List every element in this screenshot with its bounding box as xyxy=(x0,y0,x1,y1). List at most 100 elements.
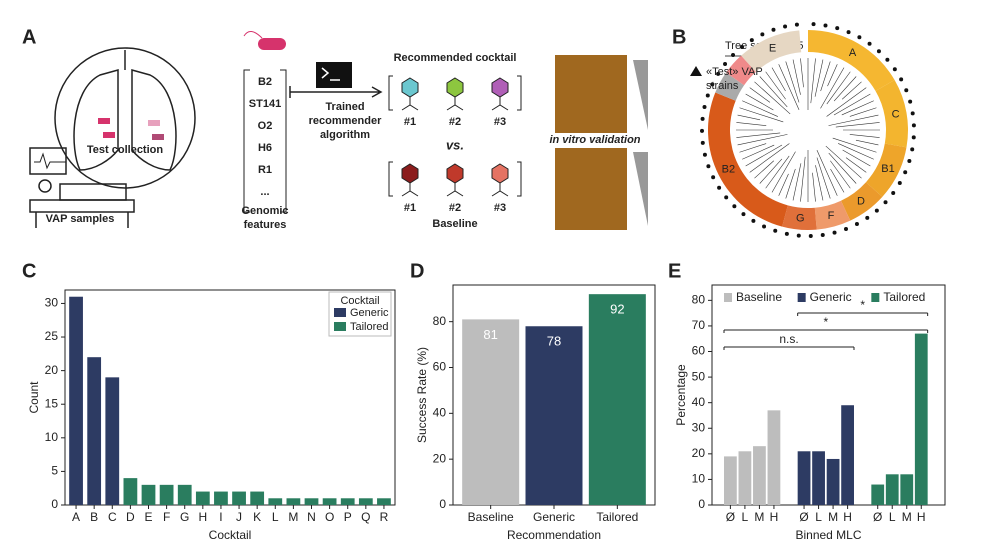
test-strain xyxy=(700,116,705,121)
tree-branch xyxy=(749,87,771,103)
y-axis-label: Percentage xyxy=(674,364,688,426)
tree-branch xyxy=(812,172,816,202)
test-strain xyxy=(823,23,828,28)
collection-label: Test collection xyxy=(87,144,163,156)
bar xyxy=(826,458,840,505)
test-strain xyxy=(907,158,912,163)
legend-label: Generic xyxy=(350,307,389,319)
panel-label: C xyxy=(22,260,36,282)
y-tick-label: 40 xyxy=(692,395,706,409)
bar xyxy=(885,474,899,505)
versus: vs. xyxy=(446,137,464,152)
clade-arc xyxy=(840,182,883,221)
x-tick-label: H xyxy=(770,510,779,524)
tree-branch xyxy=(739,143,767,153)
bar xyxy=(340,498,355,505)
bar xyxy=(195,491,210,505)
test-strain xyxy=(741,212,746,217)
x-tick-label: M xyxy=(288,510,298,524)
tree-branch xyxy=(814,59,824,97)
bar xyxy=(232,491,246,505)
bar xyxy=(812,451,825,505)
tree-branch xyxy=(778,64,800,111)
y-tick-label: 40 xyxy=(433,406,447,420)
test-strain xyxy=(908,99,913,104)
phage-number: #1 xyxy=(404,116,416,128)
x-axis-label: Recommendation xyxy=(507,528,601,542)
y-tick-label: 15 xyxy=(45,396,59,410)
baseline-label: Baseline xyxy=(432,218,477,230)
test-strain xyxy=(702,152,707,157)
x-tick-label: Ø xyxy=(799,510,808,524)
tree-center xyxy=(738,60,878,200)
y-tick-label: 5 xyxy=(51,464,58,478)
y-tick-label: 0 xyxy=(51,497,58,511)
x-tick-label: G xyxy=(180,510,189,524)
test-strain xyxy=(832,230,837,235)
tree-branch xyxy=(745,144,783,167)
test-strain xyxy=(794,22,799,27)
bar xyxy=(841,405,854,505)
clade-label: F xyxy=(828,210,835,222)
tree-branch xyxy=(830,168,845,193)
significance-bracket xyxy=(723,329,929,333)
bar xyxy=(914,333,928,505)
clade-arc xyxy=(875,80,909,148)
test-strain xyxy=(874,208,879,213)
tree-branch xyxy=(827,64,838,87)
y-tick-label: 0 xyxy=(439,497,446,511)
test-strain xyxy=(705,93,710,98)
tree-branch xyxy=(792,59,801,95)
test-strain xyxy=(771,27,776,32)
bar xyxy=(177,484,192,505)
value-label: 92 xyxy=(610,302,624,317)
features-label: Genomic features xyxy=(241,205,289,231)
x-tick-label: Generic xyxy=(533,510,575,524)
tree-branch xyxy=(849,134,880,138)
test-strain xyxy=(762,224,767,229)
test-strain xyxy=(700,128,705,133)
bar xyxy=(358,498,373,505)
value-label: 78 xyxy=(547,334,561,349)
tree-branch xyxy=(785,168,796,199)
x-axis-label: Binned MLC xyxy=(795,528,861,542)
bar xyxy=(87,357,102,505)
significance-bracket xyxy=(797,312,929,316)
tree-branch xyxy=(771,67,786,92)
samples-label: VAP samples xyxy=(46,213,115,225)
test-strain xyxy=(891,191,896,196)
bar xyxy=(268,498,283,505)
test-strain xyxy=(784,231,789,236)
bar xyxy=(105,377,120,505)
tree-branch xyxy=(749,143,790,173)
tree-branch xyxy=(785,61,800,103)
significance-label: n.s. xyxy=(779,332,798,346)
legend-swatch xyxy=(797,293,806,302)
test-strain xyxy=(885,57,890,62)
feature: ... xyxy=(260,186,269,198)
tree-branch xyxy=(841,100,874,116)
y-axis-label: Count xyxy=(27,381,41,414)
feature: B2 xyxy=(258,76,272,88)
triangle-legend: «Test» VAP strains xyxy=(706,66,763,92)
phage-number: #3 xyxy=(494,116,506,128)
tree-branch xyxy=(754,81,791,115)
test-strain xyxy=(760,32,765,37)
tree-branch xyxy=(765,71,786,100)
test-strain xyxy=(702,105,707,110)
phage-number: #2 xyxy=(449,202,461,214)
tree-branch xyxy=(825,145,862,179)
tree-branch xyxy=(742,100,778,117)
panel-label: E xyxy=(668,260,681,282)
tree-branch xyxy=(754,160,775,179)
clade-label: D xyxy=(857,195,865,207)
x-tick-label: A xyxy=(72,510,80,524)
x-tick-label: Q xyxy=(361,510,370,524)
clade-arc xyxy=(741,30,802,73)
legend-label: Tailored xyxy=(350,321,389,333)
test-strain xyxy=(773,228,778,233)
test-strain xyxy=(899,77,904,82)
bar xyxy=(322,498,337,505)
tree-branch xyxy=(842,149,871,167)
